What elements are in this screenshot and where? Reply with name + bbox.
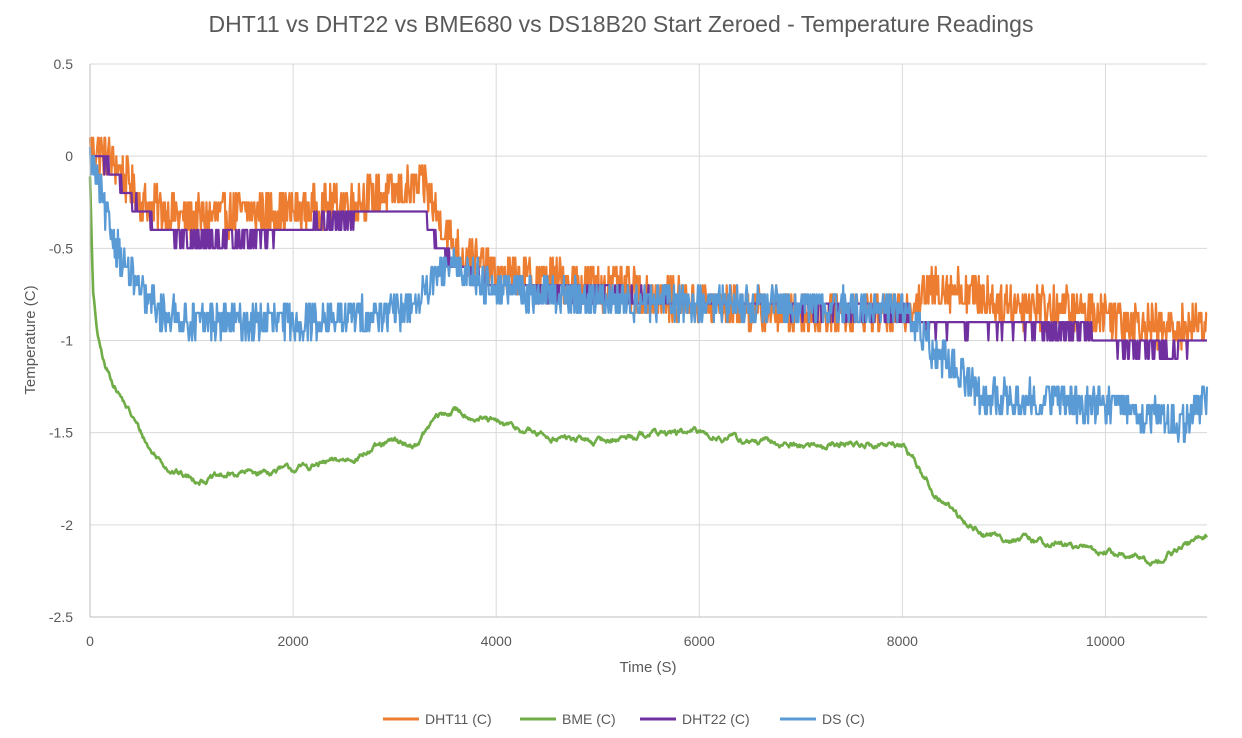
legend-label: BME (C)	[562, 711, 616, 727]
y-tick-label: 0	[65, 148, 73, 164]
grid	[89, 63, 1207, 618]
legend: DHT11 (C) BME (C) DHT22 (C) DS (C)	[383, 711, 865, 727]
series-line-bme-c	[88, 176, 1209, 567]
legend-label: DS (C)	[822, 711, 865, 727]
y-tick-label: -0.5	[49, 240, 73, 256]
y-tick-label: -2.5	[49, 609, 73, 625]
x-tick-label: 4000	[481, 633, 512, 649]
y-tick-label: 0.5	[54, 56, 74, 72]
x-tick-label: 2000	[278, 633, 309, 649]
y-tick-label: -1	[61, 333, 74, 349]
chart-title: DHT11 vs DHT22 vs BME680 vs DS18B20 Star…	[209, 11, 1034, 37]
series-layer	[88, 136, 1209, 567]
x-tick-label: 8000	[887, 633, 918, 649]
x-axis-title: Time (S)	[620, 659, 677, 676]
y-tick-label: -1.5	[49, 425, 73, 441]
series-line-dht22-c	[89, 155, 1208, 360]
x-tick-label: 0	[86, 633, 94, 649]
series-line-ds-c	[88, 146, 1209, 443]
y-tick-label: -2	[61, 517, 74, 533]
legend-label: DHT11 (C)	[425, 711, 492, 727]
legend-label: DHT22 (C)	[682, 711, 750, 727]
x-tick-label: 6000	[684, 633, 715, 649]
y-axis-title: Temperature (C)	[22, 285, 39, 394]
x-tick-label: 10000	[1086, 633, 1125, 649]
axes: 0.5 0 -0.5 -1 -1.5 -2 -2.5 0 2000 4000 6000 8000 100…	[49, 56, 1207, 649]
